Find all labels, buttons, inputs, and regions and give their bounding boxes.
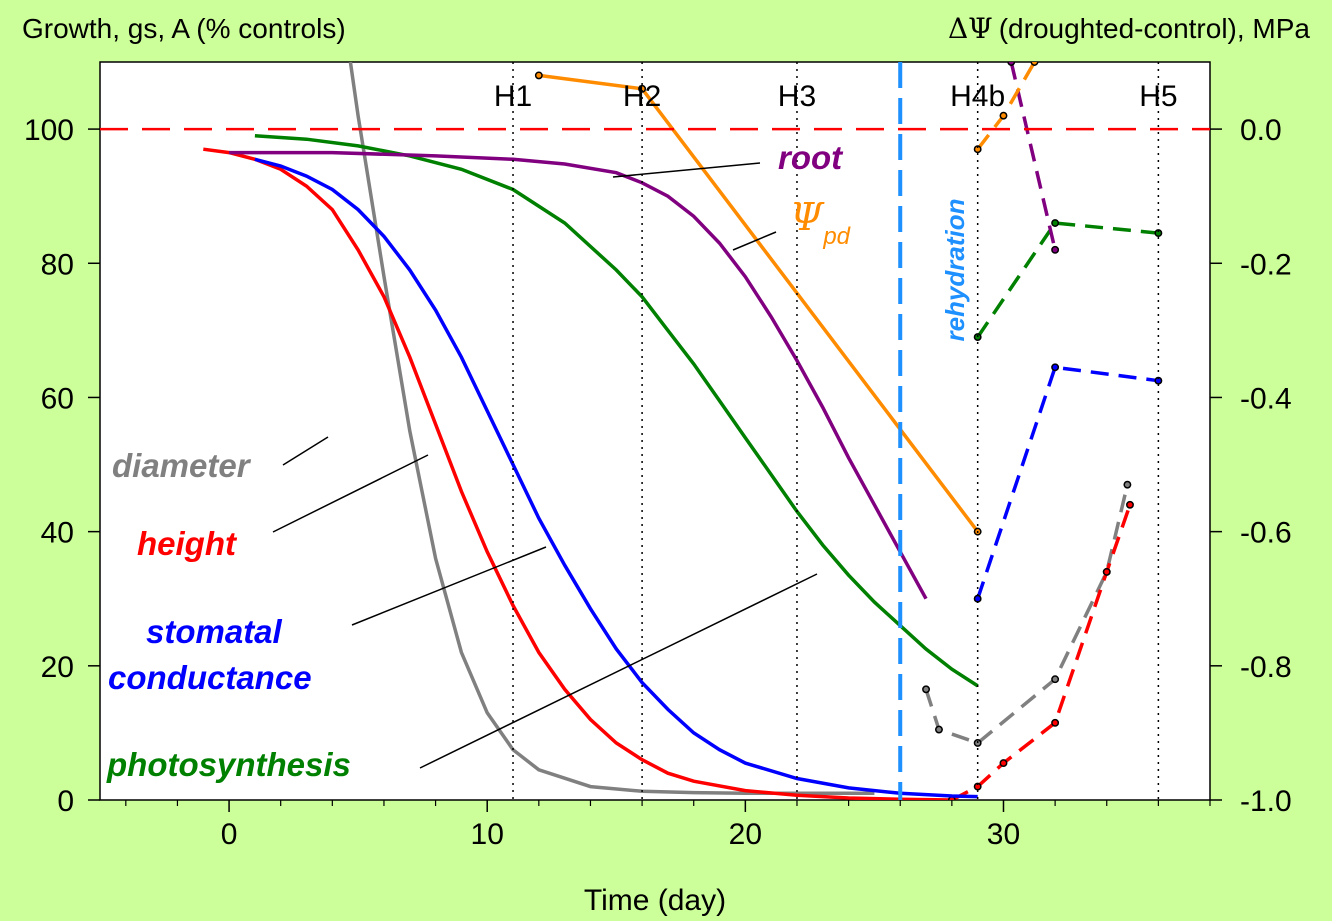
series-label-height: height	[137, 525, 238, 562]
y-left-tick-label: 40	[41, 517, 74, 550]
harvest-label-h2: H2	[623, 80, 661, 113]
series-label-stomatal-conductance-1: stomatal	[146, 613, 283, 650]
series-line-root	[229, 150, 928, 600]
right-axis-title-text: (droughted-control), MPa	[999, 13, 1311, 44]
labels-layer: H1 H2 H3 H4b H5 rehydration diameter height stom…	[106, 80, 1178, 783]
recovery-point-photosynthesis	[1051, 219, 1060, 227]
series-line-height	[203, 147, 952, 800]
recovery-point-pd	[999, 111, 1008, 120]
right-axis-title: ΔΨ (droughted-control), MPa	[948, 12, 1310, 45]
recovery-point-stomatal-conductance	[1051, 363, 1060, 372]
series-label-photosynthesis: photosynthesis	[106, 746, 351, 783]
x-tick-label: 10	[471, 818, 504, 851]
series-label-diameter: diameter	[112, 447, 252, 484]
recovery-point-diameter	[1123, 480, 1132, 489]
x-tick-label: 0	[221, 818, 238, 851]
x-tick-label: 30	[987, 818, 1020, 851]
leader-line-photosynthesis	[419, 573, 818, 769]
series-label-psi-pd: Ψpd	[790, 195, 851, 250]
y-left-tick-label: 100	[24, 114, 74, 147]
recovery-point-photosynthesis	[1154, 229, 1163, 238]
recovery-point-stomatal-conductance	[973, 594, 982, 603]
series-recovery-diameter	[924, 484, 1130, 745]
recovery-point-diameter	[922, 685, 930, 694]
x-tick-label: 20	[729, 818, 762, 851]
recovery-point-diameter	[1051, 675, 1060, 684]
recovery-point-height	[1051, 718, 1060, 727]
y-right-tick-label: -0.4	[1240, 382, 1292, 415]
y-right-tick-label: 0.0	[1240, 114, 1282, 147]
recovery-point-photosynthesis	[973, 333, 982, 342]
psi-point	[534, 71, 543, 80]
y-left-tick-label: 20	[41, 651, 74, 684]
y-right-tick-label: -1.0	[1240, 785, 1292, 818]
series-label-stomatal-conductance-2: conductance	[108, 659, 312, 696]
recovery-point-height	[1102, 567, 1111, 576]
series-recovery-height	[951, 504, 1132, 800]
clipped-series-group	[203, 62, 1163, 800]
harvest-label-h5: H5	[1139, 80, 1177, 113]
leader-line-psi-pd	[732, 231, 777, 251]
recovery-point-diameter	[935, 725, 943, 734]
psi-point	[638, 84, 647, 93]
leader-line-stomatal-conductance	[351, 546, 547, 626]
rehydration-label: rehydration	[940, 198, 970, 341]
recovery-point-pd	[1030, 62, 1039, 66]
psi-label-main: Ψ	[790, 195, 825, 239]
harvest-label-h3: H3	[778, 80, 816, 113]
series-line-photosynthesis	[254, 134, 979, 688]
leader-line-root	[612, 162, 761, 178]
harvest-label-h4b: H4b	[950, 80, 1005, 113]
axes-layer: 0 10 20 30 0 20 40 60 80 100 -1.0 -0.8 -0.6 -0.4 -0.2 0…	[24, 114, 1292, 851]
y-right-tick-label: -0.2	[1240, 248, 1292, 281]
y-left-tick-label: 80	[41, 248, 74, 281]
recovery-point-root	[1007, 62, 1016, 66]
leader-line-diameter	[282, 436, 329, 466]
series-recovery-photosynthesis	[976, 221, 1159, 339]
recovery-point-height	[999, 759, 1008, 768]
y-left-tick-label: 60	[41, 382, 74, 415]
series-recovery-root	[1009, 62, 1057, 251]
y-left-tick-label: 0	[57, 785, 74, 818]
series-recovery-stomatal-conductance	[976, 365, 1159, 600]
recovery-point-height	[1126, 500, 1134, 509]
x-axis-label: Time (day)	[584, 884, 726, 917]
y-right-tick-label: -0.8	[1240, 651, 1292, 684]
left-axis-title: Growth, gs, A (% controls)	[22, 13, 346, 44]
harvest-label-h1: H1	[494, 80, 532, 113]
plot-layer	[100, 62, 1210, 800]
psi-label-subscript: pd	[822, 223, 850, 250]
plot-area	[99, 61, 1211, 801]
y-right-tick-label: -0.6	[1240, 517, 1292, 550]
delta-psi-symbol: ΔΨ	[948, 12, 993, 45]
leader-line-height	[272, 454, 429, 533]
series-line-stomatal-conductance	[254, 157, 978, 799]
series-label-root: root	[778, 139, 844, 176]
recovery-point-root	[1051, 245, 1060, 254]
